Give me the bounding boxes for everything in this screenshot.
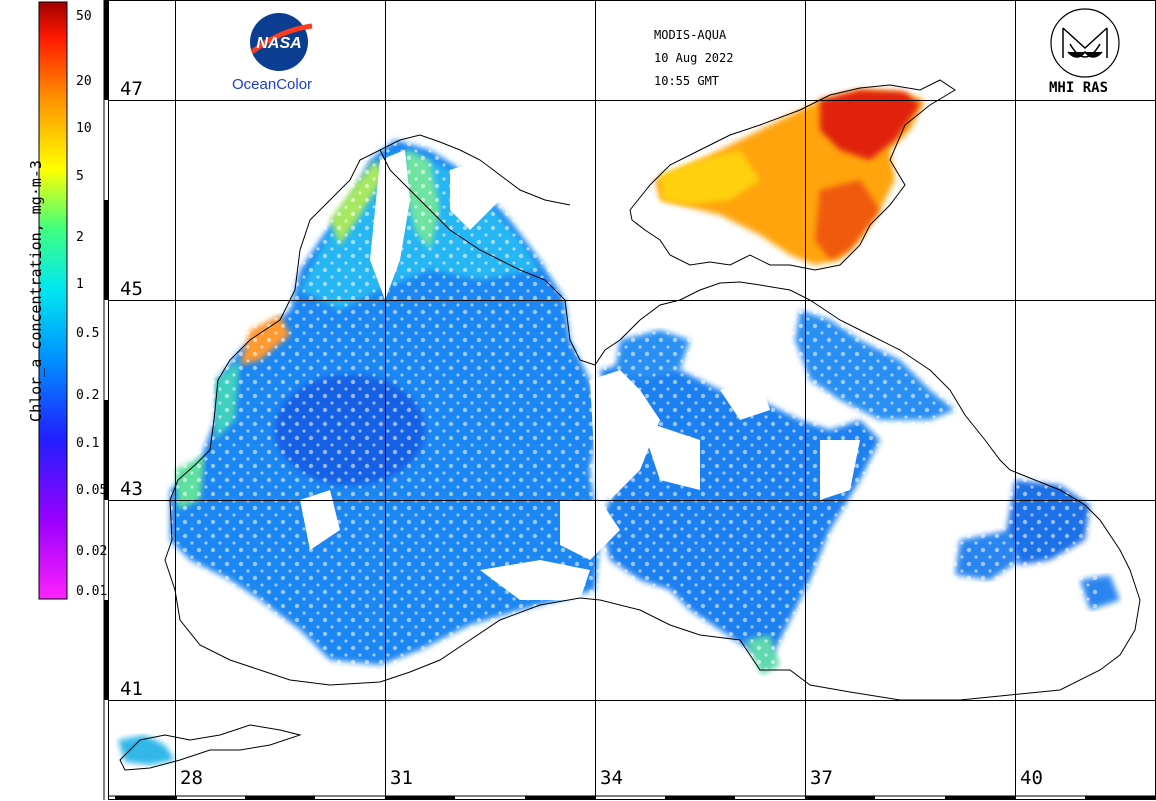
colorbar-tick: 1: [76, 277, 84, 292]
nasa-logo: NASA: [250, 13, 313, 71]
marmara-coastline: [119, 724, 302, 771]
longitude-label: 31: [390, 767, 413, 789]
colorbar-tick: 50: [76, 9, 92, 24]
latitude-label: 45: [120, 278, 143, 300]
colorbar-tick: 20: [76, 74, 92, 89]
longitude-label: 40: [1020, 767, 1043, 789]
colorbar-tick: 0.2: [76, 388, 100, 403]
colorbar-title: Chlor_a concentration, mg·m-3: [27, 160, 45, 422]
coastline: [119, 79, 1141, 771]
northwest-coast: [379, 134, 571, 206]
acquisition-info: MODIS-AQUA 10 Aug 2022 10:55 GMT: [654, 24, 733, 93]
mhi-ras-label: MHI RAS: [1049, 80, 1109, 96]
azov-west-field: [660, 150, 760, 205]
sea-chlorophyll-field: [118, 90, 1120, 765]
colorbar-tick: 5: [76, 169, 84, 184]
latitude-label: 47: [120, 78, 143, 100]
colorbar-gradient: [38, 1, 68, 600]
oceancolor-label: OceanColor: [232, 76, 313, 93]
colorbar: [38, 1, 68, 600]
colorbar-tick: 0.01: [76, 584, 108, 599]
azov-east-field: [815, 180, 880, 260]
colorbar-tick: 0.1: [76, 436, 100, 451]
sea-of-azov-coastline: [629, 79, 956, 271]
time-label: 10:55 GMT: [654, 74, 720, 88]
marmara-field: [118, 735, 175, 765]
cloud-speckle: [170, 140, 1100, 680]
colorbar-tick: 10: [76, 121, 92, 136]
date-label: 10 Aug 2022: [654, 51, 734, 65]
colorbar-tick: 0.5: [76, 326, 100, 341]
longitude-label: 28: [180, 767, 203, 789]
graticule: [108, 0, 1156, 800]
mhi-ras-logo: [1050, 8, 1120, 78]
sensor-label: MODIS-AQUA: [654, 28, 727, 42]
black-sea-coastline: [164, 149, 1141, 701]
nasa-logo-text: NASA: [256, 35, 301, 52]
latitude-label: 43: [120, 478, 143, 500]
colorbar-tick: 0.05: [76, 483, 108, 498]
longitude-label: 34: [600, 767, 623, 789]
bottom-scale-bar: [108, 795, 1156, 800]
taganrog-bay-field: [820, 90, 920, 160]
latitude-label: 41: [120, 678, 143, 700]
colorbar-tick: 2: [76, 230, 84, 245]
longitude-label: 37: [810, 767, 833, 789]
left-scale-bar: [103, 0, 108, 800]
colorbar-tick: 0.02: [76, 544, 108, 559]
